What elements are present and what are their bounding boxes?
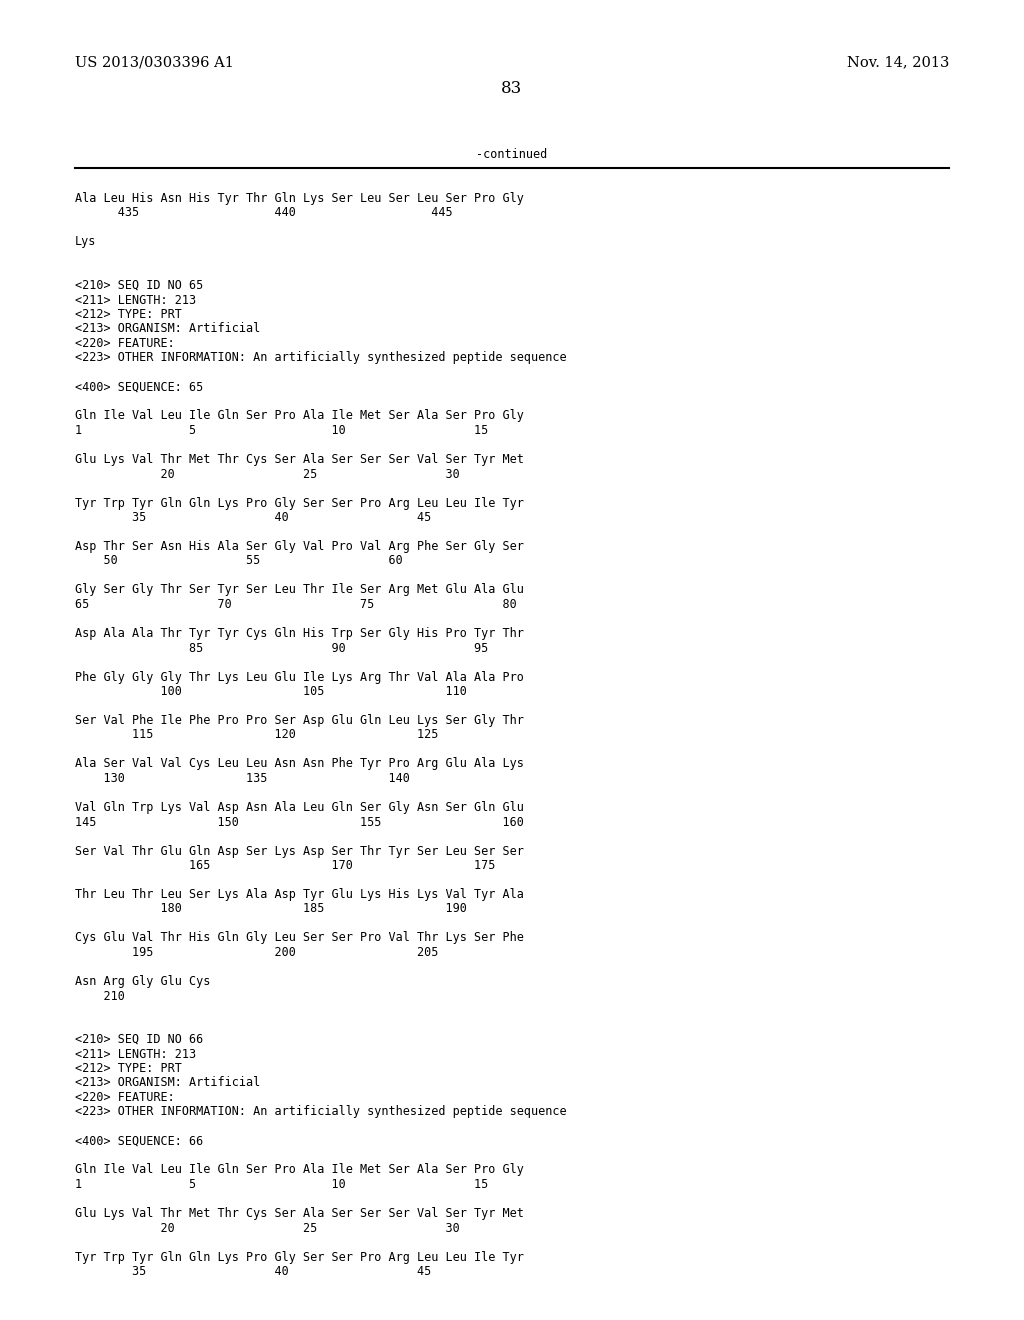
Text: <212> TYPE: PRT: <212> TYPE: PRT — [75, 1063, 182, 1074]
Text: <223> OTHER INFORMATION: An artificially synthesized peptide sequence: <223> OTHER INFORMATION: An artificially… — [75, 1106, 566, 1118]
Text: <211> LENGTH: 213: <211> LENGTH: 213 — [75, 293, 197, 306]
Text: Lys: Lys — [75, 235, 96, 248]
Text: Nov. 14, 2013: Nov. 14, 2013 — [847, 55, 949, 69]
Text: Asn Arg Gly Glu Cys: Asn Arg Gly Glu Cys — [75, 975, 210, 987]
Text: <220> FEATURE:: <220> FEATURE: — [75, 337, 175, 350]
Text: Tyr Trp Tyr Gln Gln Lys Pro Gly Ser Ser Pro Arg Leu Leu Ile Tyr: Tyr Trp Tyr Gln Gln Lys Pro Gly Ser Ser … — [75, 1250, 524, 1263]
Text: Ser Val Thr Glu Gln Asp Ser Lys Asp Ser Thr Tyr Ser Leu Ser Ser: Ser Val Thr Glu Gln Asp Ser Lys Asp Ser … — [75, 845, 524, 858]
Text: 65                  70                  75                  80: 65 70 75 80 — [75, 598, 517, 611]
Text: 50                  55                  60: 50 55 60 — [75, 554, 402, 568]
Text: 83: 83 — [502, 81, 522, 96]
Text: 145                 150                 155                 160: 145 150 155 160 — [75, 816, 524, 829]
Text: Gln Ile Val Leu Ile Gln Ser Pro Ala Ile Met Ser Ala Ser Pro Gly: Gln Ile Val Leu Ile Gln Ser Pro Ala Ile … — [75, 1163, 524, 1176]
Text: Tyr Trp Tyr Gln Gln Lys Pro Gly Ser Ser Pro Arg Leu Leu Ile Tyr: Tyr Trp Tyr Gln Gln Lys Pro Gly Ser Ser … — [75, 496, 524, 510]
Text: US 2013/0303396 A1: US 2013/0303396 A1 — [75, 55, 233, 69]
Text: Val Gln Trp Lys Val Asp Asn Ala Leu Gln Ser Gly Asn Ser Gln Glu: Val Gln Trp Lys Val Asp Asn Ala Leu Gln … — [75, 801, 524, 814]
Text: Asp Ala Ala Thr Tyr Tyr Cys Gln His Trp Ser Gly His Pro Tyr Thr: Asp Ala Ala Thr Tyr Tyr Cys Gln His Trp … — [75, 627, 524, 640]
Text: 1               5                   10                  15: 1 5 10 15 — [75, 1177, 488, 1191]
Text: 100                 105                 110: 100 105 110 — [75, 685, 467, 698]
Text: 210: 210 — [75, 990, 125, 1002]
Text: Asp Thr Ser Asn His Ala Ser Gly Val Pro Val Arg Phe Ser Gly Ser: Asp Thr Ser Asn His Ala Ser Gly Val Pro … — [75, 540, 524, 553]
Text: 435                   440                   445: 435 440 445 — [75, 206, 453, 219]
Text: <223> OTHER INFORMATION: An artificially synthesized peptide sequence: <223> OTHER INFORMATION: An artificially… — [75, 351, 566, 364]
Text: Thr Leu Thr Leu Ser Lys Ala Asp Tyr Glu Lys His Lys Val Tyr Ala: Thr Leu Thr Leu Ser Lys Ala Asp Tyr Glu … — [75, 888, 524, 902]
Text: 35                  40                  45: 35 40 45 — [75, 1265, 431, 1278]
Text: <213> ORGANISM: Artificial: <213> ORGANISM: Artificial — [75, 1077, 260, 1089]
Text: Gln Ile Val Leu Ile Gln Ser Pro Ala Ile Met Ser Ala Ser Pro Gly: Gln Ile Val Leu Ile Gln Ser Pro Ala Ile … — [75, 409, 524, 422]
Text: Ala Leu His Asn His Tyr Thr Gln Lys Ser Leu Ser Leu Ser Pro Gly: Ala Leu His Asn His Tyr Thr Gln Lys Ser … — [75, 191, 524, 205]
Text: 180                 185                 190: 180 185 190 — [75, 903, 467, 916]
Text: 35                  40                  45: 35 40 45 — [75, 511, 431, 524]
Text: <212> TYPE: PRT: <212> TYPE: PRT — [75, 308, 182, 321]
Text: Ala Ser Val Val Cys Leu Leu Asn Asn Phe Tyr Pro Arg Glu Ala Lys: Ala Ser Val Val Cys Leu Leu Asn Asn Phe … — [75, 758, 524, 771]
Text: <400> SEQUENCE: 66: <400> SEQUENCE: 66 — [75, 1134, 203, 1147]
Text: Gly Ser Gly Thr Ser Tyr Ser Leu Thr Ile Ser Arg Met Glu Ala Glu: Gly Ser Gly Thr Ser Tyr Ser Leu Thr Ile … — [75, 583, 524, 597]
Text: <400> SEQUENCE: 65: <400> SEQUENCE: 65 — [75, 380, 203, 393]
Text: <210> SEQ ID NO 65: <210> SEQ ID NO 65 — [75, 279, 203, 292]
Text: <211> LENGTH: 213: <211> LENGTH: 213 — [75, 1048, 197, 1060]
Text: 130                 135                 140: 130 135 140 — [75, 772, 410, 785]
Text: Phe Gly Gly Gly Thr Lys Leu Glu Ile Lys Arg Thr Val Ala Ala Pro: Phe Gly Gly Gly Thr Lys Leu Glu Ile Lys … — [75, 671, 524, 684]
Text: Ser Val Phe Ile Phe Pro Pro Ser Asp Glu Gln Leu Lys Ser Gly Thr: Ser Val Phe Ile Phe Pro Pro Ser Asp Glu … — [75, 714, 524, 727]
Text: 20                  25                  30: 20 25 30 — [75, 467, 460, 480]
Text: -continued: -continued — [476, 148, 548, 161]
Text: 165                 170                 175: 165 170 175 — [75, 859, 496, 873]
Text: 115                 120                 125: 115 120 125 — [75, 729, 438, 742]
Text: 85                  90                  95: 85 90 95 — [75, 642, 488, 655]
Text: <210> SEQ ID NO 66: <210> SEQ ID NO 66 — [75, 1034, 203, 1045]
Text: <213> ORGANISM: Artificial: <213> ORGANISM: Artificial — [75, 322, 260, 335]
Text: 1               5                   10                  15: 1 5 10 15 — [75, 424, 488, 437]
Text: Glu Lys Val Thr Met Thr Cys Ser Ala Ser Ser Ser Val Ser Tyr Met: Glu Lys Val Thr Met Thr Cys Ser Ala Ser … — [75, 453, 524, 466]
Text: <220> FEATURE:: <220> FEATURE: — [75, 1092, 175, 1104]
Text: 20                  25                  30: 20 25 30 — [75, 1221, 460, 1234]
Text: Glu Lys Val Thr Met Thr Cys Ser Ala Ser Ser Ser Val Ser Tyr Met: Glu Lys Val Thr Met Thr Cys Ser Ala Ser … — [75, 1206, 524, 1220]
Text: 195                 200                 205: 195 200 205 — [75, 946, 438, 960]
Text: Cys Glu Val Thr His Gln Gly Leu Ser Ser Pro Val Thr Lys Ser Phe: Cys Glu Val Thr His Gln Gly Leu Ser Ser … — [75, 932, 524, 945]
